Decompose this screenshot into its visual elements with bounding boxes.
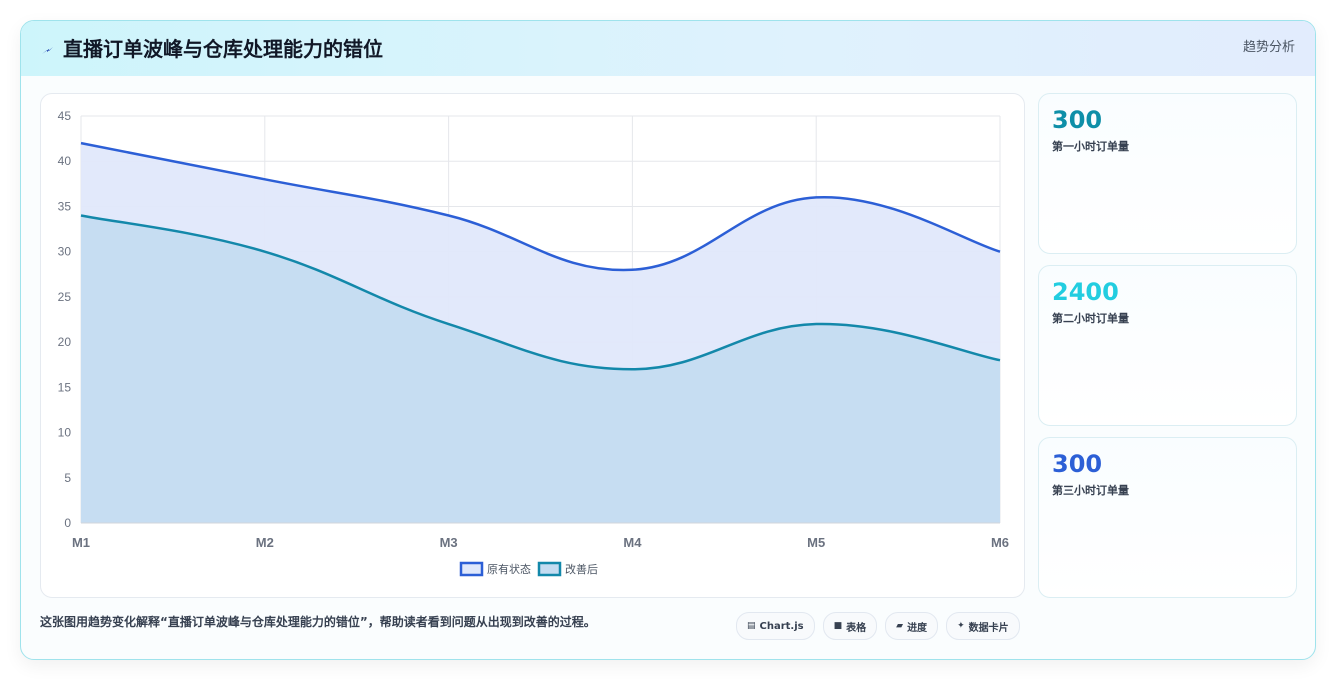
x-tick-label: M6 [991,535,1009,550]
progress-icon: ▰ [896,621,904,631]
sparkle-icon: ✦ [957,621,965,631]
chip-label: 进度 [907,622,928,634]
series-area-1 [81,215,1000,523]
legend-label: 原有状态 [487,562,531,576]
table-icon: ■ [833,621,843,631]
y-tick-label: 5 [64,471,71,485]
x-tick-label: M5 [807,535,825,550]
chart-panel: 0 5 10 15 20 25 30 35 40 45 M1 M2 M3 M4 M5 M6 原有状态 改善后 [40,93,1025,598]
y-tick-label: 20 [58,335,72,349]
stat-label: 第二小时订单量 [1052,312,1129,325]
legend-swatch [537,561,562,577]
y-tick-label: 0 [64,516,71,530]
chip-label: 表格 [846,622,867,634]
stat-label: 第一小时订单量 [1052,140,1129,153]
legend: 原有状态 改善后 [459,561,598,577]
chart-icon: ▤ [747,621,756,631]
stat-value: 2400 [1052,278,1119,306]
y-tick-label: 10 [58,426,72,440]
stat-label: 第三小时订单量 [1052,484,1129,497]
page-title: 直播订单波峰与仓库处理能力的错位 [63,37,383,61]
series-line-0 [80,141,1001,272]
y-tick-label: 15 [58,380,72,394]
chart-card: 直播订单波峰与仓库处理能力的错位 趋势分析 0 5 10 15 20 25 30 35 40 45… [20,20,1316,660]
tech-chips: ▤ Chart.js ■ 表格 ▰ 进度 ✦ 数据卡片 [736,612,1020,640]
legend-label: 改善后 [565,562,598,576]
chip-chartjs[interactable]: ▤ Chart.js [736,612,815,640]
chip-label: 数据卡片 [968,622,1009,634]
trend-analysis-tag: 趋势分析 [1242,40,1295,55]
x-tick-label: M2 [256,535,274,550]
series-line-1 [80,214,1001,371]
stat-card-hour-1: 300 第一小时订单量 [1038,93,1297,254]
lightning-icon [42,47,53,54]
y-tick-label: 30 [58,245,72,259]
stat-value: 300 [1052,450,1103,478]
y-tick-label: 45 [58,109,72,123]
x-tick-label: M4 [623,535,642,550]
legend-swatch [459,561,484,577]
chip-label: Chart.js [759,620,804,632]
card-header: 直播订单波峰与仓库处理能力的错位 趋势分析 [21,21,1315,76]
stat-card-hour-3: 300 第三小时订单量 [1038,437,1297,598]
x-tick-label: M1 [72,535,90,550]
stat-value: 300 [1052,106,1103,134]
y-tick-label: 35 [58,199,72,213]
chip-progress[interactable]: ▰ 进度 [885,612,939,640]
area-chart: 0 5 10 15 20 25 30 35 40 45 M1 M2 M3 M4 M5 M6 原有状态 改善后 [58,109,1009,577]
chip-data-cards[interactable]: ✦ 数据卡片 [946,612,1020,640]
chip-table[interactable]: ■ 表格 [822,612,878,640]
y-tick-label: 40 [58,154,72,168]
chart-caption: 这张图用趋势变化解释“直播订单波峰与仓库处理能力的错位”，帮助读者看到问题从出现… [40,615,596,629]
x-tick-label: M3 [440,535,458,550]
stat-card-hour-2: 2400 第二小时订单量 [1038,265,1297,426]
y-tick-label: 25 [58,290,72,304]
